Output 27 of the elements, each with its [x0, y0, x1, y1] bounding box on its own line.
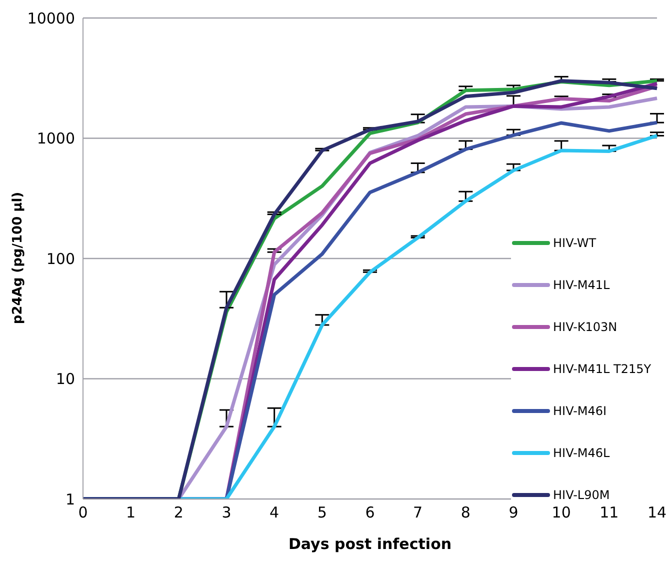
y-tick-label: 100	[46, 250, 75, 268]
x-tick-label: 8	[460, 504, 470, 522]
x-tick-label: 0	[78, 504, 88, 522]
legend-label: HIV-M41L T215Y	[553, 362, 652, 376]
x-tick-label: 2	[174, 504, 184, 522]
x-tick-label: 14	[647, 504, 667, 522]
x-tick-label: 1	[126, 504, 136, 522]
legend-label: HIV-M41L	[553, 278, 610, 292]
y-axis-title: p24Ag (pg/100 µl)	[10, 192, 26, 324]
legend-label: HIV-WT	[553, 236, 596, 250]
x-tick-label: 5	[317, 504, 327, 522]
y-tick-label: 1	[65, 490, 75, 508]
y-tick-label: 10	[56, 370, 75, 388]
x-tick-label: 10	[552, 504, 571, 522]
y-tick-label: 1000	[36, 130, 75, 148]
legend-label: HIV-K103N	[553, 320, 618, 334]
x-tick-label: 4	[270, 504, 280, 522]
x-tick-label: 6	[365, 504, 375, 522]
legend-label: HIV-M46L	[553, 446, 610, 460]
x-axis-title: Days post infection	[288, 535, 452, 553]
x-tick-label: 7	[413, 504, 423, 522]
x-tick-label: 11	[600, 504, 619, 522]
y-tick-label: 10000	[27, 9, 75, 28]
x-tick-label: 3	[222, 504, 232, 522]
x-tick-label: 9	[508, 504, 518, 522]
legend-label: HIV-L90M	[553, 488, 610, 502]
legend-label: HIV-M46I	[553, 404, 607, 418]
